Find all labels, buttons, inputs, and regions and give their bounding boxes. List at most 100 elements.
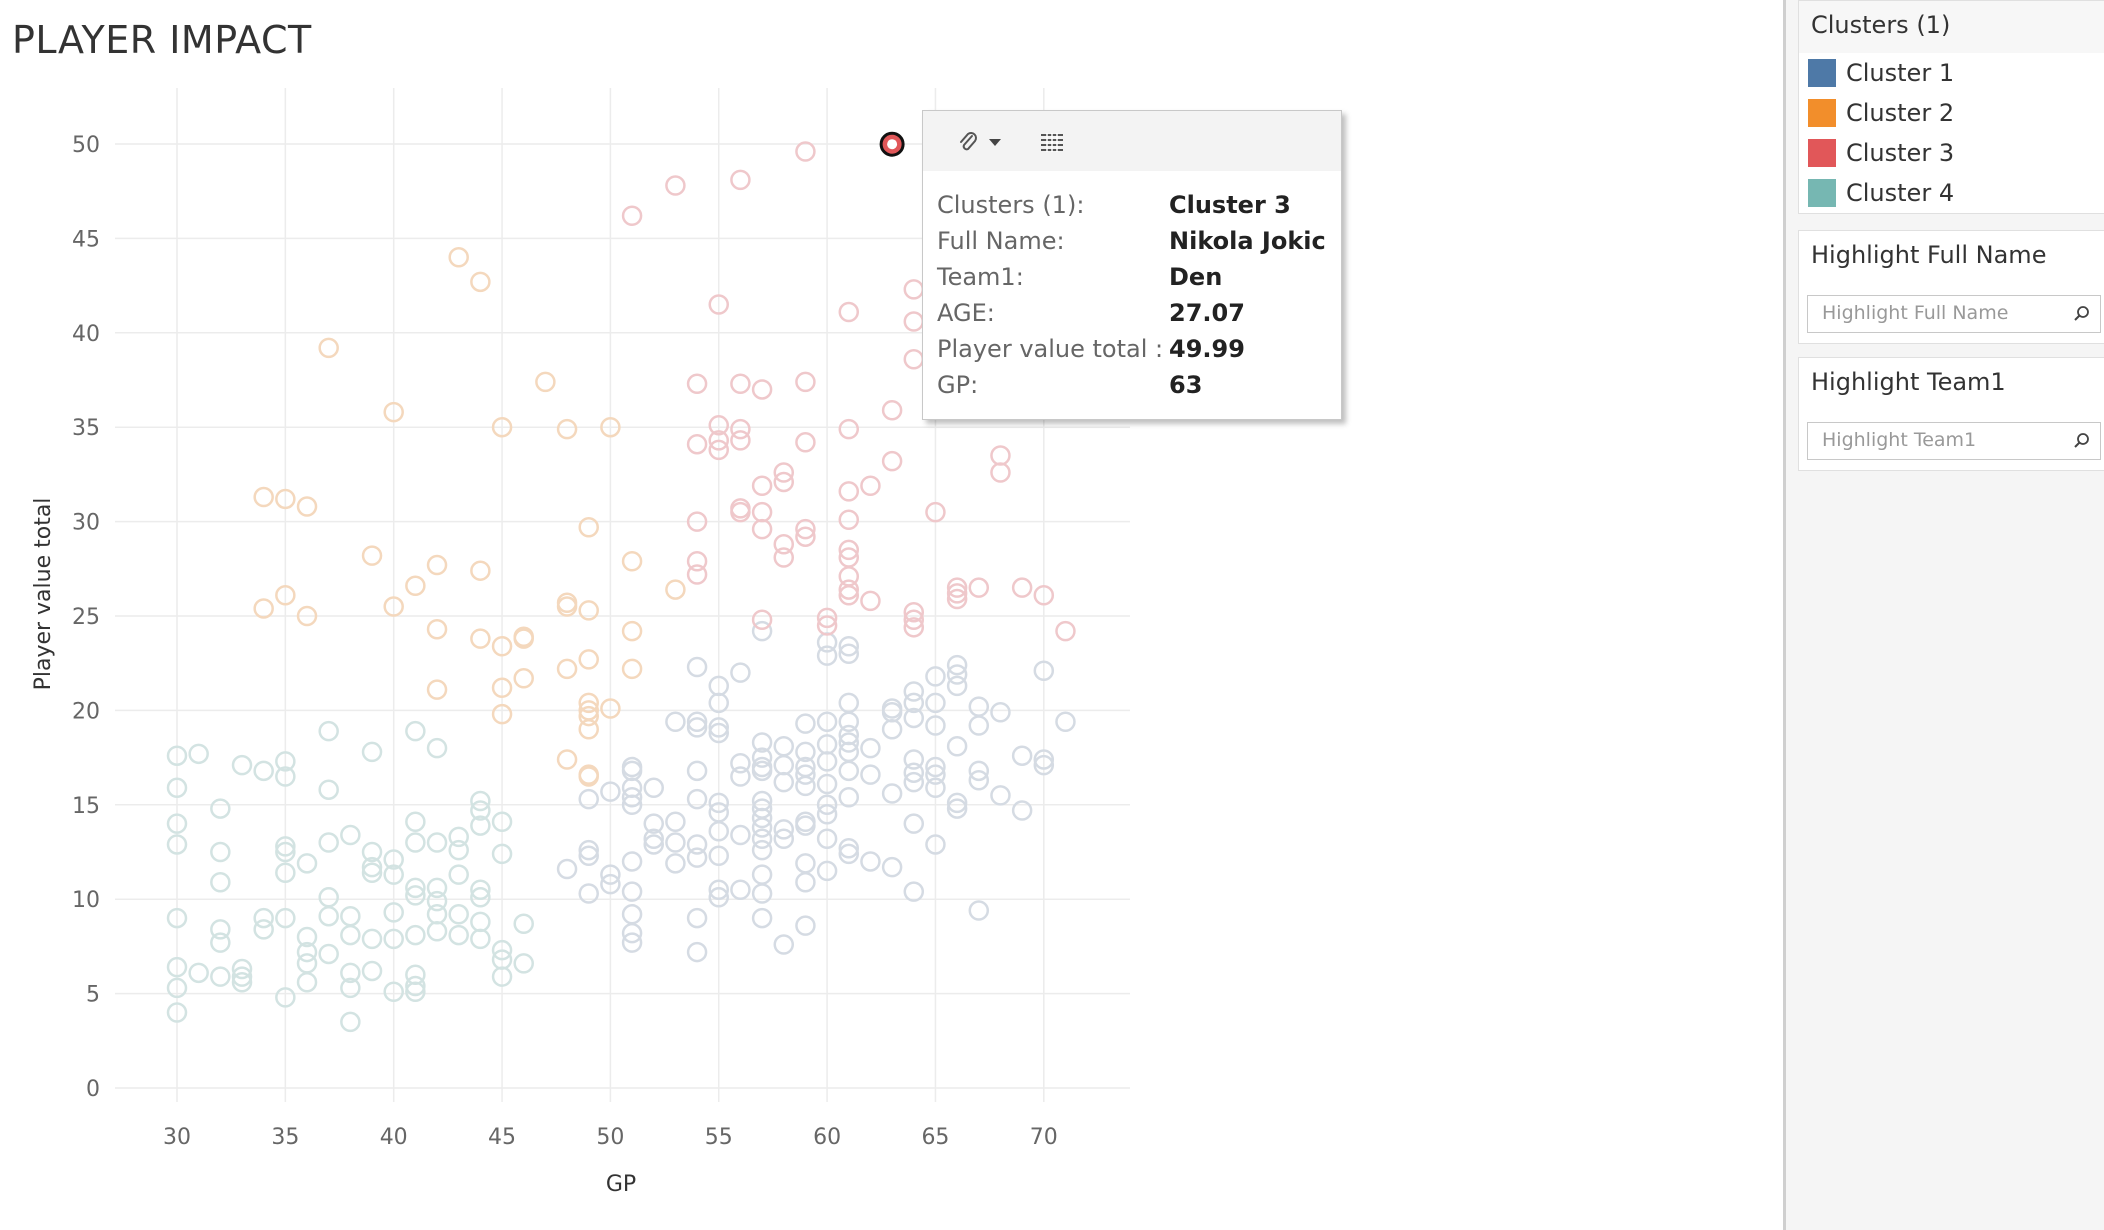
data-point[interactable]: [925, 834, 946, 855]
data-point[interactable]: [816, 773, 838, 795]
data-point[interactable]: [491, 939, 513, 961]
data-point[interactable]: [730, 169, 751, 191]
data-point[interactable]: [578, 692, 599, 714]
data-point[interactable]: [513, 953, 534, 974]
data-point[interactable]: [318, 337, 339, 359]
data-point[interactable]: [708, 415, 729, 436]
data-point[interactable]: [925, 501, 946, 523]
data-point[interactable]: [795, 526, 816, 547]
data-point[interactable]: [166, 907, 188, 929]
data-point[interactable]: [816, 860, 838, 882]
data-point[interactable]: [491, 811, 513, 833]
data-point[interactable]: [730, 753, 751, 774]
data-point[interactable]: [340, 924, 361, 946]
data-point[interactable]: [405, 877, 426, 899]
data-point[interactable]: [708, 820, 729, 842]
data-point[interactable]: [751, 817, 773, 838]
data-point[interactable]: [730, 430, 751, 451]
data-point[interactable]: [448, 924, 469, 946]
data-point[interactable]: [946, 792, 968, 814]
data-point[interactable]: [643, 777, 664, 799]
data-point[interactable]: [686, 511, 708, 532]
legend-item-cluster-3[interactable]: Cluster 3: [1799, 133, 2104, 173]
data-point[interactable]: [188, 962, 209, 984]
data-point[interactable]: [253, 598, 274, 619]
data-point[interactable]: [340, 977, 361, 999]
data-point[interactable]: [665, 853, 686, 874]
data-point[interactable]: [470, 560, 491, 581]
data-point[interactable]: [383, 596, 404, 617]
data-point[interactable]: [491, 677, 513, 698]
data-point[interactable]: [751, 518, 773, 540]
data-point[interactable]: [795, 853, 816, 874]
data-point[interactable]: [448, 247, 469, 268]
data-point[interactable]: [340, 905, 361, 927]
data-point[interactable]: [968, 760, 990, 782]
data-point[interactable]: [318, 832, 339, 853]
data-point[interactable]: [340, 1011, 361, 1033]
data-point[interactable]: [708, 439, 729, 461]
data-point[interactable]: [903, 348, 925, 370]
data-point[interactable]: [730, 879, 751, 901]
data-point[interactable]: [860, 737, 881, 759]
data-point[interactable]: [686, 433, 708, 455]
data-point[interactable]: [383, 401, 404, 423]
data-point[interactable]: [838, 301, 860, 323]
data-point[interactable]: [686, 847, 708, 868]
data-point[interactable]: [231, 754, 253, 776]
data-point[interactable]: [881, 783, 903, 804]
data-point[interactable]: [426, 737, 448, 759]
data-point[interactable]: [751, 620, 773, 642]
data-point[interactable]: [816, 751, 838, 772]
data-point[interactable]: [838, 509, 860, 530]
data-point[interactable]: [600, 864, 621, 885]
data-point[interactable]: [665, 579, 686, 600]
data-point[interactable]: [210, 966, 231, 987]
data-point[interactable]: [426, 890, 448, 912]
data-point[interactable]: [643, 828, 664, 850]
data-point[interactable]: [361, 960, 383, 982]
data-point[interactable]: [860, 851, 881, 872]
search-icon[interactable]: [2072, 431, 2092, 451]
data-point[interactable]: [686, 941, 708, 963]
data-point[interactable]: [253, 919, 274, 940]
data-point[interactable]: [751, 747, 773, 768]
data-point[interactable]: [405, 885, 426, 906]
data-point[interactable]: [275, 907, 296, 929]
data-point[interactable]: [448, 904, 469, 925]
data-point[interactable]: [816, 794, 838, 816]
data-point[interactable]: [773, 754, 795, 776]
data-point[interactable]: [600, 873, 621, 895]
data-point[interactable]: [210, 871, 231, 893]
data-point[interactable]: [708, 294, 729, 315]
data-point[interactable]: [253, 760, 274, 782]
data-point[interactable]: [275, 766, 296, 787]
data-point[interactable]: [470, 911, 491, 933]
data-point[interactable]: [361, 856, 383, 878]
data-point[interactable]: [946, 577, 968, 598]
data-point[interactable]: [166, 745, 188, 766]
data-point[interactable]: [578, 883, 599, 904]
data-point[interactable]: [470, 790, 491, 812]
data-point[interactable]: [903, 692, 925, 714]
data-point[interactable]: [838, 732, 860, 753]
data-point[interactable]: [838, 837, 860, 859]
data-point[interactable]: [318, 779, 339, 800]
data-point[interactable]: [881, 399, 903, 421]
data-point[interactable]: [795, 371, 816, 393]
data-point[interactable]: [448, 864, 469, 885]
data-point[interactable]: [708, 887, 729, 908]
data-point[interactable]: [795, 764, 816, 785]
data-point[interactable]: [426, 921, 448, 942]
data-point[interactable]: [578, 766, 599, 787]
data-point[interactable]: [448, 839, 469, 861]
data-point[interactable]: [470, 271, 491, 293]
data-point[interactable]: [925, 692, 946, 714]
data-point[interactable]: [210, 919, 231, 940]
data-point[interactable]: [751, 907, 773, 929]
data-point[interactable]: [231, 972, 253, 993]
data-point[interactable]: [361, 545, 383, 566]
data-point[interactable]: [600, 416, 621, 438]
data-point[interactable]: [665, 832, 686, 853]
data-point[interactable]: [275, 584, 296, 606]
